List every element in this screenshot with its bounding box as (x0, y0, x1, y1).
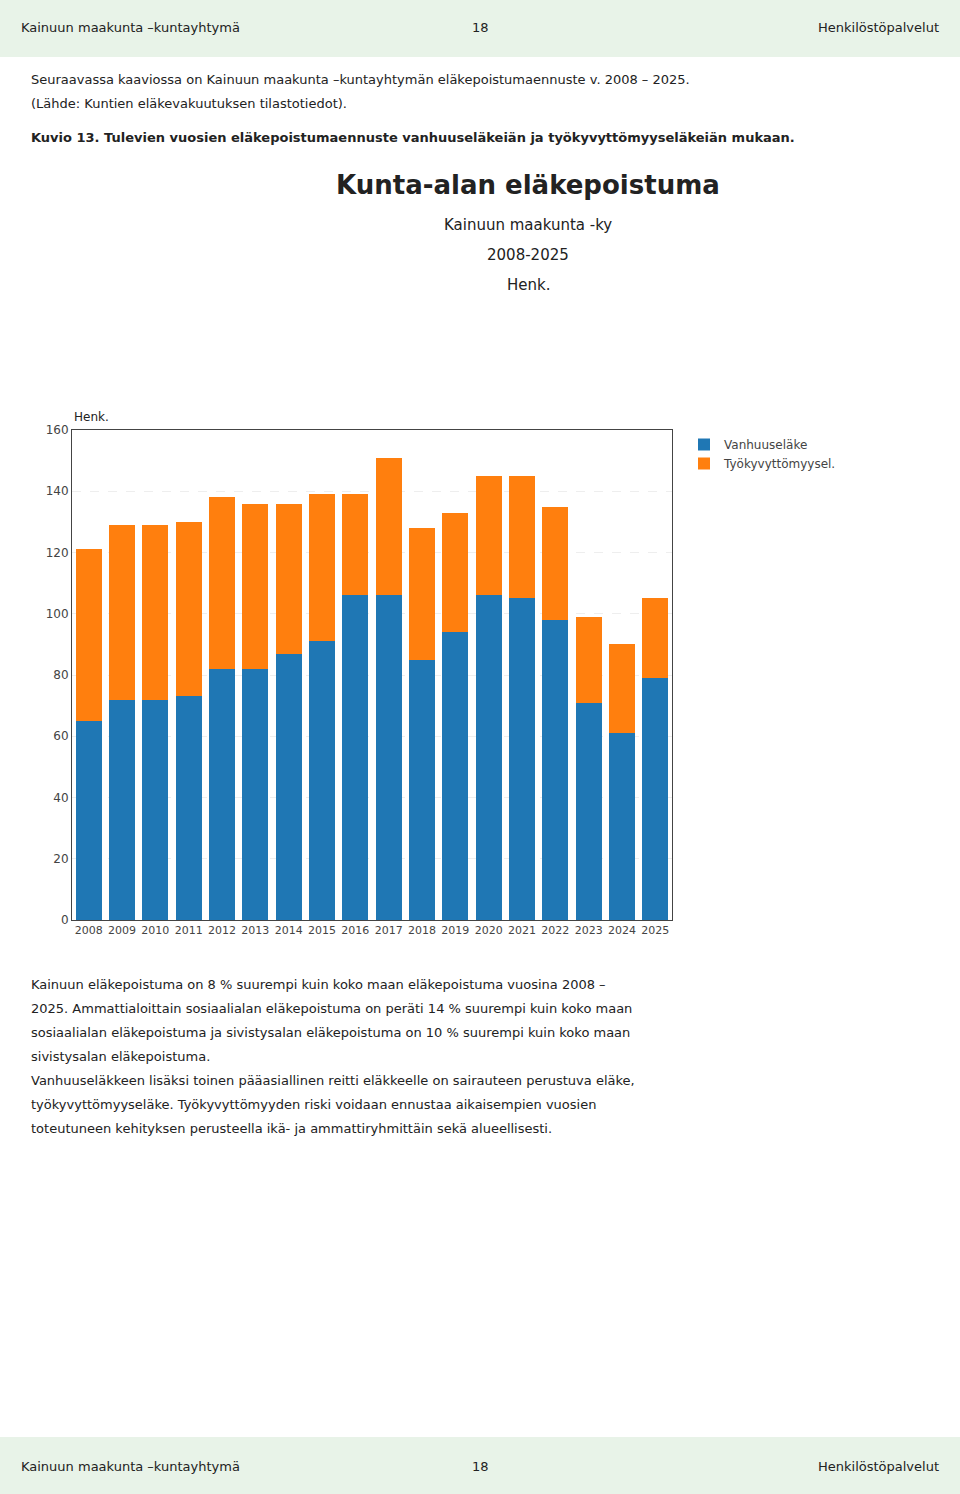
svg-text:Seuraavassa kaaviossa on Kainu: Seuraavassa kaaviossa on Kainuun maakunt… (31, 72, 690, 87)
svg-text:120: 120 (46, 546, 69, 560)
svg-text:2014: 2014 (275, 924, 303, 937)
svg-text:Kuvio 13. Tulevien vuosien elä: Kuvio 13. Tulevien vuosien eläkepoistuma… (31, 130, 795, 145)
svg-text:2019: 2019 (441, 924, 469, 937)
svg-text:2016: 2016 (341, 924, 369, 937)
svg-text:2010: 2010 (141, 924, 169, 937)
svg-text:Henk.: Henk. (507, 276, 550, 294)
svg-text:100: 100 (46, 607, 69, 621)
svg-text:työkyvyttömyyseläke. Työkyvytt: työkyvyttömyyseläke. Työkyvyttömyyden ri… (31, 1097, 596, 1112)
svg-text:Henkilöstöpalvelut: Henkilöstöpalvelut (818, 1459, 939, 1474)
svg-text:2018: 2018 (408, 924, 436, 937)
svg-text:2021: 2021 (508, 924, 536, 937)
svg-text:2022: 2022 (541, 924, 569, 937)
svg-text:0: 0 (61, 913, 69, 927)
svg-text:2025. Ammattialoittain sosiaal: 2025. Ammattialoittain sosiaalialan eläk… (31, 1001, 632, 1016)
svg-text:20: 20 (53, 852, 68, 866)
svg-text:2011: 2011 (175, 924, 203, 937)
svg-text:Kainuun eläkepoistuma on 8 % s: Kainuun eläkepoistuma on 8 % suurempi ku… (31, 977, 606, 992)
svg-text:160: 160 (46, 423, 69, 437)
svg-text:18: 18 (472, 20, 489, 35)
svg-text:40: 40 (53, 791, 68, 805)
svg-text:Henkilöstöpalvelut: Henkilöstöpalvelut (818, 20, 939, 35)
svg-text:Kainuun maakunta –kuntayhtymä: Kainuun maakunta –kuntayhtymä (21, 20, 240, 35)
svg-text:2025: 2025 (641, 924, 669, 937)
svg-text:Kainuun maakunta -ky: Kainuun maakunta -ky (444, 216, 612, 234)
svg-text:2017: 2017 (375, 924, 403, 937)
svg-text:Kunta-alan eläkepoistuma: Kunta-alan eläkepoistuma (336, 170, 720, 200)
svg-text:2015: 2015 (308, 924, 336, 937)
svg-text:toteutuneen kehityksen peruste: toteutuneen kehityksen perusteella ikä- … (31, 1121, 552, 1136)
svg-text:Vanhuuseläke: Vanhuuseläke (724, 438, 807, 452)
svg-text:80: 80 (53, 668, 68, 682)
svg-text:sivistysalan eläkepoistuma.: sivistysalan eläkepoistuma. (31, 1049, 210, 1064)
svg-text:Henk.: Henk. (74, 410, 109, 424)
svg-text:18: 18 (472, 1459, 489, 1474)
svg-text:140: 140 (46, 484, 69, 498)
svg-text:2009: 2009 (108, 924, 136, 937)
svg-text:(Lähde: Kuntien eläkevakuutuks: (Lähde: Kuntien eläkevakuutuksen tilasto… (31, 96, 347, 111)
svg-text:2024: 2024 (608, 924, 636, 937)
svg-text:2023: 2023 (575, 924, 603, 937)
svg-text:2013: 2013 (241, 924, 269, 937)
svg-text:2008-2025: 2008-2025 (487, 246, 569, 264)
svg-text:60: 60 (53, 729, 68, 743)
svg-text:Työkyvyttömyysel.: Työkyvyttömyysel. (723, 457, 835, 471)
svg-text:Vanhuuseläkkeen lisäksi toinen: Vanhuuseläkkeen lisäksi toinen pääasiall… (31, 1073, 635, 1088)
svg-text:sosiaalialan eläkepoistuma ja: sosiaalialan eläkepoistuma ja sivistysal… (31, 1025, 630, 1040)
svg-text:2008: 2008 (75, 924, 103, 937)
svg-text:Kainuun maakunta –kuntayhtymä: Kainuun maakunta –kuntayhtymä (21, 1459, 240, 1474)
svg-text:2020: 2020 (475, 924, 503, 937)
svg-text:2012: 2012 (208, 924, 236, 937)
